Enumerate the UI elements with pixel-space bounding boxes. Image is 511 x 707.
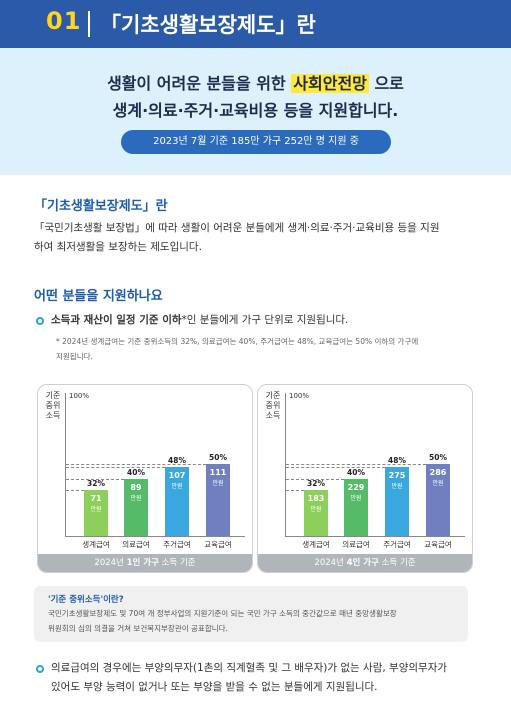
hero-banner: 생활이 어려운 분들을 위한 사회안전망 으로 생계·의료·주거·교육비용 등을… bbox=[0, 48, 511, 175]
unit-label: 만원 bbox=[391, 483, 403, 490]
value-label: 111 bbox=[209, 468, 227, 477]
unit-label: 만원 bbox=[350, 495, 362, 502]
bar-주거급여 bbox=[165, 467, 189, 536]
info-body: 국민기초생활보장제도 및 70여 개 정부사업의 지원기준이 되는 국민 가구 … bbox=[48, 606, 458, 636]
percent-label: 48% bbox=[168, 456, 186, 465]
reference-line bbox=[286, 479, 344, 480]
reference-line bbox=[286, 464, 426, 465]
footer-prefix: 2024년 bbox=[314, 558, 347, 568]
x-axis-line bbox=[285, 536, 465, 537]
reference-line bbox=[286, 490, 304, 491]
footer-suffix: 소득 기준 bbox=[158, 558, 196, 568]
page-title: 「기초생활보장제도」란 bbox=[100, 13, 316, 37]
category-label: 주거급여 bbox=[383, 540, 411, 549]
footer-household: 4인 가구 bbox=[346, 558, 379, 568]
footer-household: 1인 가구 bbox=[126, 558, 159, 568]
value-label: 107 bbox=[168, 471, 186, 480]
bar-의료급여 bbox=[124, 479, 148, 536]
percent-label: 50% bbox=[429, 453, 447, 462]
value-label: 71 bbox=[90, 494, 102, 503]
reference-line bbox=[66, 464, 206, 465]
hero-highlight: 사회안전망 bbox=[291, 74, 369, 93]
stats-badge: 2023년 7월 기준 185만 가구 252만 명 지원 중 bbox=[121, 130, 391, 154]
footer-suffix: 소득 기준 bbox=[378, 558, 416, 568]
reference-line bbox=[66, 490, 84, 491]
percent-label: 40% bbox=[347, 468, 365, 477]
header-divider bbox=[88, 11, 90, 37]
bar-주거급여 bbox=[385, 467, 409, 536]
bar-교육급여 bbox=[206, 464, 230, 536]
medical-aid-line-1: 의료급여의 경우에는 부양의무자(1촌의 직계혈족 및 그 배우자)가 없는 사… bbox=[51, 662, 448, 674]
footnote-line-1: * 2024년 생계급여는 기준 중위소득의 32%, 의료급여는 40%, 주… bbox=[56, 337, 419, 346]
medical-aid-line-2: 있어도 부양 능력이 없거나 또는 부양을 받을 수 없는 분들에게 지원됩니다… bbox=[51, 681, 378, 693]
value-label: 275 bbox=[388, 471, 406, 480]
section-heading-eligibility: 어떤 분들을 지원하나요 bbox=[34, 289, 163, 304]
y-axis-max-label: 100% bbox=[69, 392, 90, 400]
reference-line bbox=[66, 479, 124, 480]
bullet-circle-icon bbox=[36, 665, 44, 673]
percent-label: 48% bbox=[388, 456, 406, 465]
median-income-info-box: '기준 중위소득'이란? 국민기초생활보장제도 및 70여 개 정부사업의 지원… bbox=[34, 586, 468, 642]
eligibility-bullet-bold: 소득과 재산이 일정 기준 이하 bbox=[51, 314, 182, 326]
y-axis-label: 기준 중위 소득 bbox=[45, 391, 61, 420]
value-label: 229 bbox=[347, 483, 365, 492]
unit-label: 만원 bbox=[432, 480, 444, 487]
reference-line bbox=[66, 467, 165, 468]
definition-line-2: 하여 최저생활을 보장하는 제도입니다. bbox=[34, 241, 202, 253]
chart-footer: 2024년 1인 가구 소득 기준 bbox=[38, 554, 252, 572]
bar-교육급여 bbox=[426, 464, 450, 536]
percent-label: 50% bbox=[209, 453, 227, 462]
value-label: 286 bbox=[429, 468, 447, 477]
value-label: 89 bbox=[130, 483, 142, 492]
percent-label: 32% bbox=[87, 479, 105, 488]
hero-line-1-before: 생활이 어려운 분들을 위한 bbox=[107, 74, 292, 93]
x-axis-line bbox=[65, 536, 245, 537]
chart-footer: 2024년 4인 가구 소득 기준 bbox=[258, 554, 472, 572]
unit-label: 만원 bbox=[212, 480, 224, 487]
y-axis-line bbox=[285, 393, 286, 536]
category-label: 생계급여 bbox=[82, 540, 110, 549]
eligibility-bullet: 소득과 재산이 일정 기준 이하*인 분들에게 가구 단위로 지원됩니다. bbox=[51, 311, 491, 330]
bar-의료급여 bbox=[344, 479, 368, 536]
hero-line-1: 생활이 어려운 분들을 위한 사회안전망 으로 bbox=[0, 70, 511, 94]
percent-label: 40% bbox=[127, 468, 145, 477]
hero-line-1-after: 으로 bbox=[368, 74, 404, 93]
category-label: 의료급여 bbox=[342, 540, 370, 549]
unit-label: 만원 bbox=[310, 506, 322, 513]
section-number: 01 bbox=[46, 7, 82, 35]
value-label: 183 bbox=[307, 494, 325, 503]
header-bar: 01 「기초생활보장제도」란 bbox=[0, 0, 511, 48]
footer-prefix: 2024년 bbox=[94, 558, 127, 568]
info-line-1: 국민기초생활보장제도 및 70여 개 정부사업의 지원기준이 되는 국민 가구 … bbox=[48, 609, 397, 618]
unit-label: 만원 bbox=[171, 483, 183, 490]
y-axis-label: 기준 중위 소득 bbox=[265, 391, 281, 420]
info-title: '기준 중위소득'이란? bbox=[48, 595, 124, 605]
y-axis-line bbox=[65, 393, 66, 536]
bar-생계급여 bbox=[304, 490, 328, 536]
category-label: 생계급여 bbox=[302, 540, 330, 549]
category-label: 주거급여 bbox=[163, 540, 191, 549]
section-heading-definition: 「기초생활보장제도」란 bbox=[34, 199, 168, 214]
percent-label: 32% bbox=[307, 479, 325, 488]
category-label: 교육급여 bbox=[424, 540, 452, 549]
definition-line-1: 「국민기초생활 보장법」에 따라 생활이 어려운 분들에게 생계·의료·주거·교… bbox=[34, 222, 440, 234]
reference-line bbox=[286, 467, 385, 468]
unit-label: 만원 bbox=[130, 495, 142, 502]
eligibility-bullet-rest: *인 분들에게 가구 단위로 지원됩니다. bbox=[181, 314, 349, 326]
unit-label: 만원 bbox=[90, 506, 102, 513]
bar-생계급여 bbox=[84, 490, 108, 536]
category-label: 의료급여 bbox=[122, 540, 150, 549]
info-line-2: 위원회의 심의 의결을 거쳐 보건복지부장관이 공표합니다. bbox=[48, 624, 228, 633]
footnote-line-2: 지원됩니다. bbox=[56, 352, 93, 361]
category-label: 교육급여 bbox=[204, 540, 232, 549]
bullet-circle-icon bbox=[36, 317, 44, 325]
hero-line-2: 생계·의료·주거·교육비용 등을 지원합니다. bbox=[112, 101, 399, 120]
y-axis-max-label: 100% bbox=[289, 392, 310, 400]
